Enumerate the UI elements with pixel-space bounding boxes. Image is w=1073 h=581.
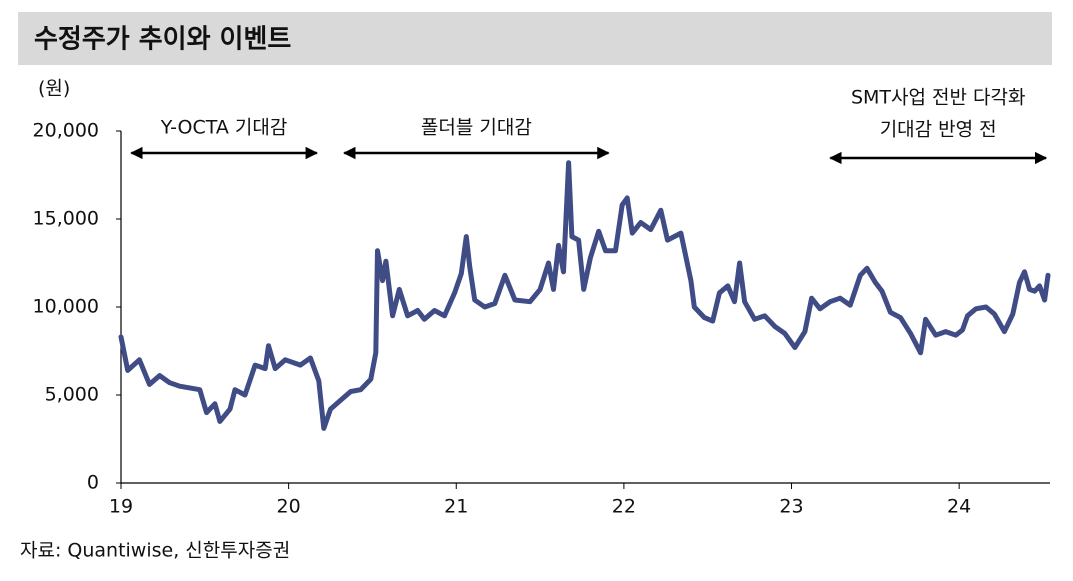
y-axis-unit: (원) xyxy=(38,78,70,100)
x-tick-label: 24 xyxy=(947,496,971,518)
annotation-label: SMT사업 전반 다각화 xyxy=(851,87,1026,109)
annotation-label: 기대감 반영 전 xyxy=(880,119,997,141)
x-tick-label: 20 xyxy=(277,496,301,518)
chart-title: 수정주가 추이와 이벤트 xyxy=(34,25,291,55)
annotation-label: Y-OCTA 기대감 xyxy=(160,117,288,139)
price-line xyxy=(118,160,1051,431)
source: 자료: Quantiwise, 신한투자증권 xyxy=(20,540,290,562)
y-tick-label: 15,000 xyxy=(33,208,99,230)
y-tick-label: 5,000 xyxy=(45,384,99,406)
y-tick-label: 0 xyxy=(87,472,99,494)
x-tick-label: 21 xyxy=(444,496,468,518)
x-tick-label: 23 xyxy=(779,496,803,518)
annotation-label: 폴더블 기대감 xyxy=(421,117,532,139)
title-band xyxy=(18,12,1052,65)
x-tick-label: 19 xyxy=(109,496,133,518)
y-tick-label: 10,000 xyxy=(33,296,99,318)
y-tick-label: 20,000 xyxy=(33,120,99,142)
x-tick-label: 22 xyxy=(612,496,636,518)
